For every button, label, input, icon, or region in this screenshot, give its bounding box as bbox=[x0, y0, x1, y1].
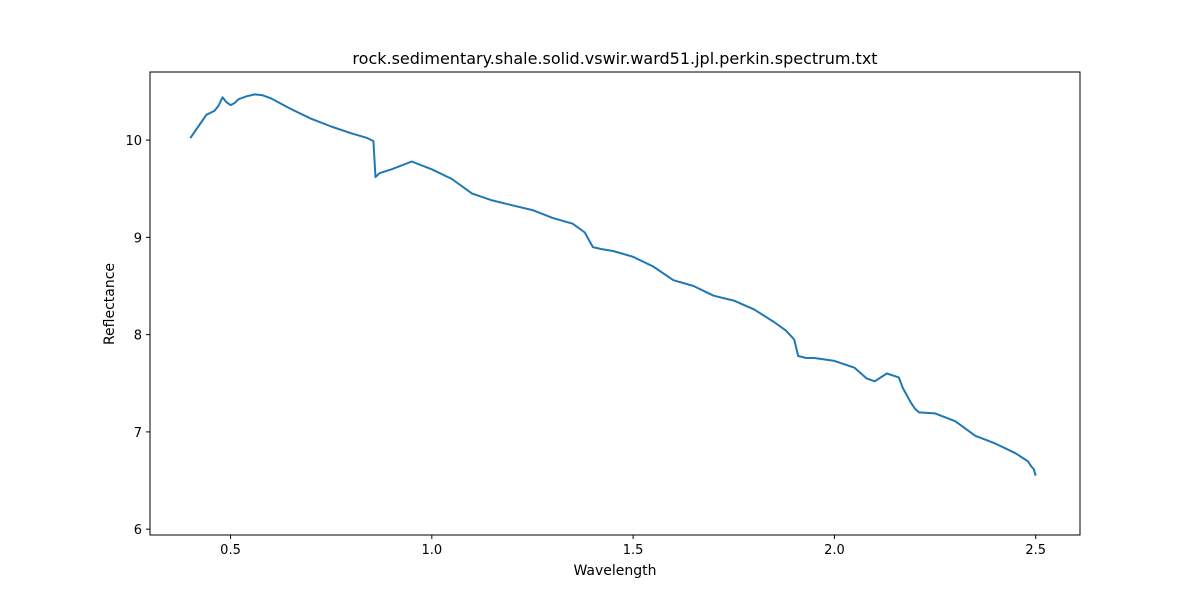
y-tick-label: 6 bbox=[134, 523, 142, 538]
y-axis-label: Reflectance bbox=[102, 263, 118, 345]
y-tick-label: 9 bbox=[134, 231, 142, 246]
axes-frame bbox=[149, 71, 1081, 536]
y-tick-label: 8 bbox=[134, 329, 142, 344]
x-tick-label: 1.5 bbox=[623, 543, 644, 558]
plot-area bbox=[189, 93, 1037, 476]
x-tick-label: 0.5 bbox=[220, 543, 241, 558]
x-axis-ticks: 0.5 1.0 1.5 2.0 2.5 bbox=[220, 535, 1046, 558]
x-tick-label: 2.0 bbox=[824, 543, 845, 558]
series-line-0 bbox=[189, 93, 1037, 476]
x-tick-label: 2.5 bbox=[1025, 543, 1046, 558]
y-tick-label: 10 bbox=[125, 134, 142, 149]
y-axis-ticks: 6 7 8 9 10 bbox=[125, 134, 150, 538]
chart-title: rock.sedimentary.shale.solid.vswir.ward5… bbox=[352, 49, 877, 68]
x-axis-label: Wavelength bbox=[573, 563, 656, 579]
x-tick-label: 1.0 bbox=[421, 543, 442, 558]
y-tick-label: 7 bbox=[134, 426, 142, 441]
